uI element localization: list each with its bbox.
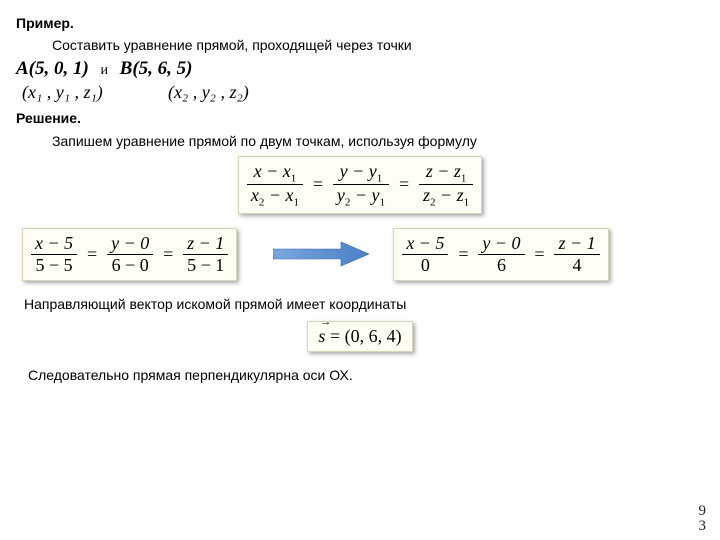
sub-B: (x₂ , y₂ , z₂): [168, 82, 249, 103]
slide-number: 9 3: [699, 504, 707, 534]
frac-x: x − x1 x2 − x1: [247, 161, 303, 209]
example-task: Составить уравнение прямой, проходящей ч…: [16, 36, 704, 54]
vector-s: s: [318, 326, 325, 347]
solution-text: Запишем уравнение прямой по двум точкам,…: [16, 132, 704, 150]
sub-points: (x₁ , y₁ , z₁) (x₂ , y₂ , z₂): [16, 82, 704, 103]
formula-general: x − x1 x2 − x1 = y − y1 y2 − y1 = z − z1…: [16, 156, 704, 214]
formula-simplified: x − 5 0 = y − 0 6 = z − 1 4: [393, 228, 608, 281]
arrow-icon: [273, 240, 369, 268]
direction-vector-expr: s = (0, 6, 4): [16, 321, 704, 352]
formula-substitution-row: x − 5 5 − 5 = y − 0 6 − 0 = z − 1 5 − 1 …: [16, 228, 704, 281]
point-B: B(5, 6, 5): [120, 58, 193, 79]
solution-title: Решение.: [16, 109, 704, 127]
conclusion: Следовательно прямая перпендикулярна оси…: [28, 366, 704, 384]
sub-A: (x₁ , y₁ , z₁): [22, 82, 103, 103]
and-word: и: [101, 63, 109, 78]
frac-z: z − z1 z2 − z1: [419, 161, 473, 209]
point-A: A(5, 0, 1): [16, 58, 89, 79]
example-title: Пример.: [16, 14, 704, 32]
formula-substituted: x − 5 5 − 5 = y − 0 6 − 0 = z − 1 5 − 1: [22, 228, 237, 281]
frac-y: y − y1 y2 − y1: [333, 161, 389, 209]
direction-vector-text: Направляющий вектор искомой прямой имеет…: [24, 295, 704, 313]
points-line: A(5, 0, 1) и B(5, 6, 5) (x₁ , y₁ , z₁) (…: [16, 58, 704, 103]
